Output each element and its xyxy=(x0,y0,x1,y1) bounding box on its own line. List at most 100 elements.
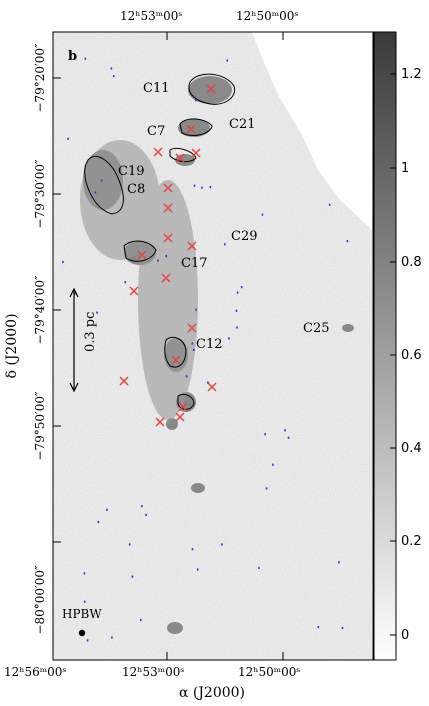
noise-speck xyxy=(124,281,127,284)
source-marker xyxy=(163,233,173,243)
source-label-c19: C19 xyxy=(118,164,145,179)
source-label-c8: C8 xyxy=(127,182,145,197)
beam-indicator: HPBW xyxy=(62,607,102,637)
panel-label: b xyxy=(68,49,77,64)
colorbar-tick-5: 0.4 xyxy=(401,441,422,456)
noise-speck xyxy=(236,326,238,329)
left-tick-label-2: −79°30′00″ xyxy=(33,159,47,229)
noise-speck xyxy=(157,259,159,262)
source-marker xyxy=(155,417,165,427)
left-tick-label-5: −80°00′00″ xyxy=(33,565,47,635)
noise-speck xyxy=(191,548,194,551)
noise-speck xyxy=(196,568,199,571)
source-label-c12: C12 xyxy=(196,337,223,352)
noise-speck xyxy=(228,337,230,340)
noise-speck xyxy=(209,186,212,189)
source-marker xyxy=(191,148,201,158)
noise-speck xyxy=(201,186,203,189)
noise-speck xyxy=(97,520,100,524)
noise-speck xyxy=(140,618,142,622)
noise-speck xyxy=(258,566,260,569)
noise-speck xyxy=(207,381,209,384)
noise-speck xyxy=(235,309,238,312)
noise-speck xyxy=(264,433,266,436)
noise-speck xyxy=(224,243,226,246)
source-labels: C11 C21 C7 C19 C8 C29 C17 C25 C12 xyxy=(118,81,330,352)
noise-speck xyxy=(165,255,168,258)
source-marker xyxy=(119,376,129,386)
bottom-tick-label-3: 12ʰ50ᵐ00ˢ xyxy=(238,665,300,679)
frame-ticks xyxy=(52,32,284,660)
source-label-c21: C21 xyxy=(229,117,256,132)
noise-specks xyxy=(62,57,349,642)
scale-bar-label: 0.3 pc xyxy=(83,312,98,352)
y-axis-label: δ (J2000) xyxy=(4,313,20,378)
noise-speck xyxy=(328,203,331,206)
source-marker xyxy=(171,355,181,365)
left-tick-label-3: −79°40′00″ xyxy=(33,275,47,345)
noise-speck xyxy=(287,436,290,439)
noise-speck xyxy=(191,342,194,345)
source-marker xyxy=(206,84,216,94)
source-marker xyxy=(137,250,147,260)
noise-speck xyxy=(236,291,239,294)
noise-speck xyxy=(96,311,98,314)
top-tick-label-2: 12ʰ50ᵐ00ˢ xyxy=(236,9,298,23)
colorbar-tick-4: 0.6 xyxy=(401,348,422,363)
noise-speck xyxy=(261,213,264,216)
colorbar-tick-7: 0 xyxy=(401,628,409,643)
left-tick-label-4: −79°50′00″ xyxy=(33,391,47,461)
noise-speck xyxy=(193,348,195,351)
noise-speck xyxy=(240,286,243,289)
noise-speck xyxy=(221,543,223,546)
colorbar-tick-2: 1 xyxy=(401,161,409,176)
colorbar-tick-1: 1.2 xyxy=(401,67,422,82)
source-marker xyxy=(187,241,197,251)
noise-speck xyxy=(193,184,196,187)
noise-speck xyxy=(100,179,103,182)
noise-speck xyxy=(84,57,87,60)
noise-speck xyxy=(272,463,274,466)
top-tick-label-1: 12ʰ53ᵐ00ˢ xyxy=(120,9,182,23)
source-markers xyxy=(119,84,217,427)
noise-speck xyxy=(111,636,113,639)
noise-speck xyxy=(284,429,286,432)
source-label-c7: C7 xyxy=(147,124,165,139)
noise-speck xyxy=(67,137,69,140)
left-tick-label-1: −79°20′00″ xyxy=(33,43,47,113)
noise-speck xyxy=(112,75,115,78)
source-label-c11: C11 xyxy=(143,81,170,96)
source-label-c25: C25 xyxy=(303,321,330,336)
source-marker xyxy=(207,382,217,392)
noise-speck xyxy=(226,59,228,62)
contours xyxy=(84,73,236,410)
source-marker xyxy=(175,412,185,422)
colorbar-tick-3: 0.8 xyxy=(401,255,422,270)
noise-speck xyxy=(74,292,76,295)
map-frame xyxy=(52,31,374,661)
source-marker xyxy=(163,203,173,213)
source-marker xyxy=(129,286,139,296)
noise-speck xyxy=(195,308,197,311)
bottom-tick-label-1: 12ʰ56ᵐ00ˢ xyxy=(4,665,66,679)
noise-speck xyxy=(141,505,143,508)
noise-speck xyxy=(139,187,141,190)
noise-speck xyxy=(83,572,86,575)
bottom-tick-label-2: 12ʰ53ᵐ00ˢ xyxy=(122,665,184,679)
noise-speck xyxy=(131,575,134,578)
colorbar-tick-6: 0.2 xyxy=(401,534,422,549)
beam-label: HPBW xyxy=(62,607,102,621)
noise-speck xyxy=(265,487,268,490)
noise-speck xyxy=(110,67,113,70)
colorbar: 1.2 1 0.8 0.6 0.4 0.2 0 xyxy=(373,31,422,661)
noise-speck xyxy=(94,191,97,194)
source-label-c17: C17 xyxy=(181,256,208,271)
noise-speck xyxy=(185,375,188,378)
source-marker xyxy=(163,183,173,193)
noise-speck xyxy=(317,626,320,629)
noise-speck xyxy=(195,99,197,102)
noise-speck xyxy=(83,600,86,603)
x-axis-label: α (J2000) xyxy=(179,685,245,701)
